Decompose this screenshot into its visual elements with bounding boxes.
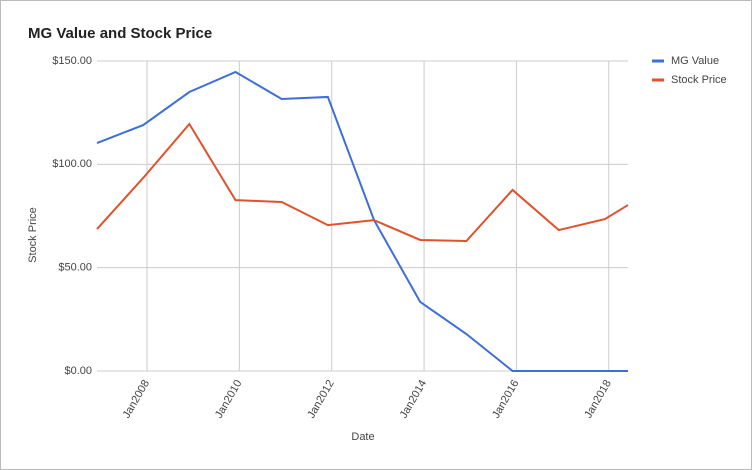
y-tick-label: $50.00 bbox=[58, 262, 92, 274]
line-series bbox=[96, 122, 629, 243]
legend-label: Stock Price bbox=[671, 74, 727, 86]
chart-title: MG Value and Stock Price bbox=[28, 25, 212, 42]
legend-label: MG Value bbox=[671, 55, 719, 67]
y-tick-label: $100.00 bbox=[52, 158, 92, 170]
y-axis-title: Stock Price bbox=[27, 207, 39, 263]
x-axis-title: Date bbox=[351, 431, 374, 443]
y-tick-label: $150.00 bbox=[52, 55, 92, 67]
y-tick-label: $0.00 bbox=[64, 365, 92, 377]
